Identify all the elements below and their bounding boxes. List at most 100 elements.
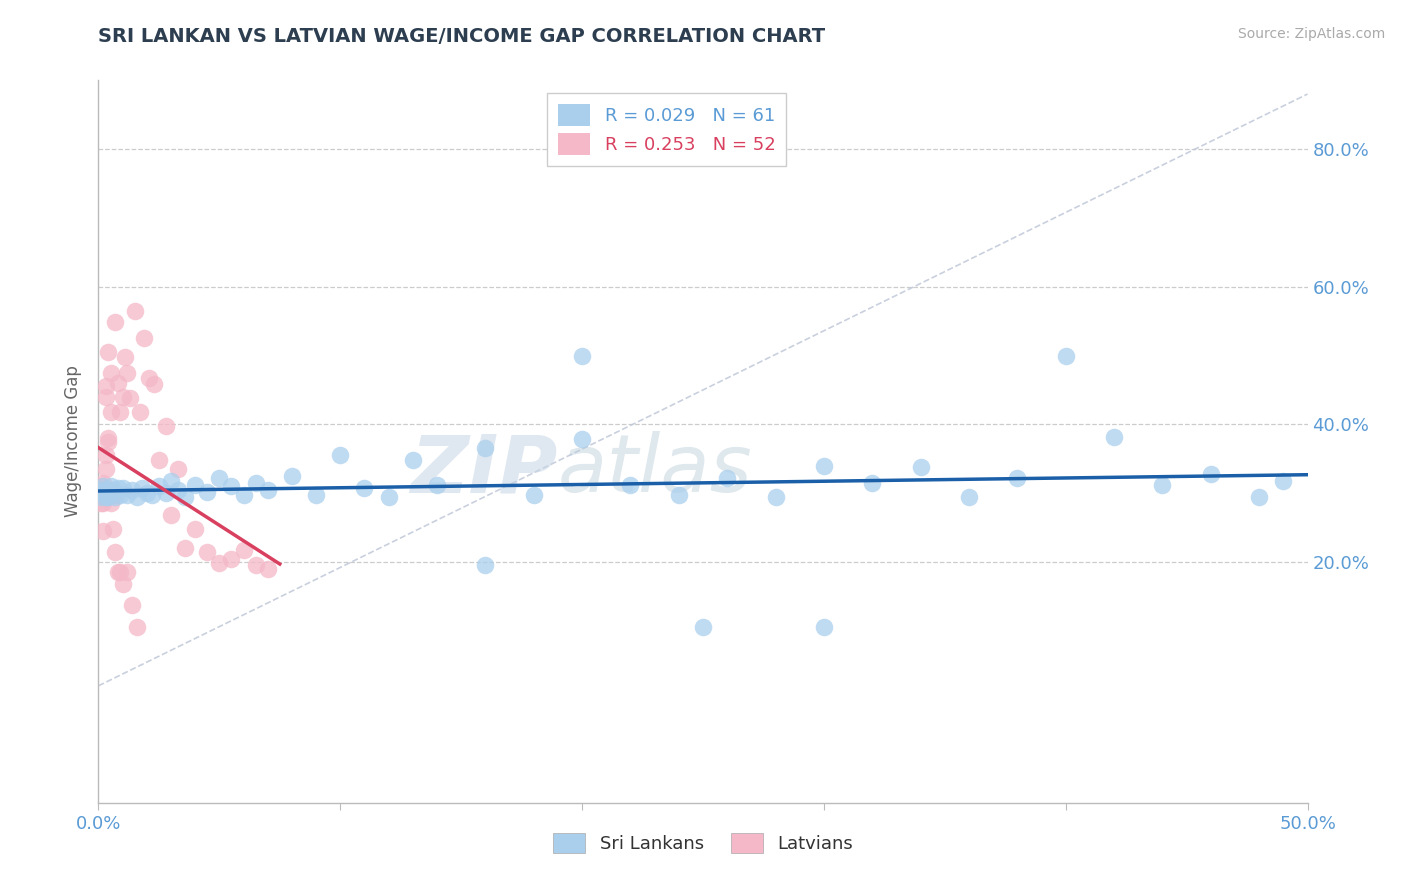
Point [127, 490, 149, 504]
Point [90, 496, 112, 510]
Point [101, 487, 124, 501]
Text: Source: ZipAtlas.com: Source: ZipAtlas.com [1237, 27, 1385, 41]
Point [128, 405, 150, 419]
Point [232, 542, 254, 557]
Point [245, 558, 267, 573]
Point [910, 460, 932, 475]
Point [124, 303, 146, 318]
Point [195, 544, 218, 558]
Point [101, 522, 124, 536]
Point [353, 481, 375, 495]
Point [619, 478, 641, 492]
Point [167, 462, 190, 476]
Point [111, 481, 134, 495]
Point [143, 377, 166, 392]
Point [377, 490, 399, 504]
Point [107, 481, 129, 495]
Point [474, 558, 496, 573]
Point [94, 390, 117, 404]
Point [668, 487, 690, 501]
Text: SRI LANKAN VS LATVIAN WAGE/INCOME GAP CORRELATION CHART: SRI LANKAN VS LATVIAN WAGE/INCOME GAP CO… [98, 27, 825, 45]
Point [107, 566, 129, 580]
Point [692, 620, 714, 634]
Point [195, 484, 218, 499]
Point [111, 577, 134, 591]
Point [90, 490, 112, 504]
Point [121, 598, 143, 612]
Point [117, 566, 139, 580]
Point [90, 479, 112, 493]
Point [94, 462, 117, 476]
Point [305, 487, 328, 501]
Legend: Sri Lankans, Latvians: Sri Lankans, Latvians [544, 823, 862, 863]
Point [138, 370, 160, 384]
Point [256, 562, 278, 576]
Point [90, 483, 112, 497]
Point [155, 486, 177, 500]
Point [91, 483, 114, 497]
Point [1272, 474, 1295, 488]
Point [114, 350, 136, 364]
Y-axis label: Wage/Income Gap: Wage/Income Gap [65, 366, 83, 517]
Point [111, 390, 134, 404]
Text: atlas: atlas [558, 432, 752, 509]
Point [160, 508, 183, 523]
Point [94, 379, 117, 393]
Point [256, 483, 278, 497]
Point [91, 490, 114, 504]
Point [97, 490, 120, 504]
Point [208, 557, 231, 571]
Point [174, 490, 197, 504]
Point [97, 345, 120, 359]
Point [127, 620, 149, 634]
Point [94, 490, 117, 504]
Point [108, 487, 131, 501]
Point [232, 487, 254, 501]
Point [104, 316, 127, 330]
Point [131, 481, 153, 495]
Point [97, 486, 120, 500]
Point [1007, 471, 1029, 485]
Point [1249, 490, 1271, 504]
Point [1102, 430, 1125, 444]
Text: ZIP: ZIP [411, 432, 558, 509]
Point [716, 471, 738, 485]
Point [184, 478, 207, 492]
Point [174, 541, 197, 556]
Point [91, 479, 114, 493]
Point [184, 522, 207, 536]
Point [208, 471, 231, 485]
Point [329, 448, 352, 462]
Point [426, 478, 449, 492]
Point [97, 434, 120, 449]
Point [117, 487, 139, 501]
Point [402, 453, 425, 467]
Point [957, 490, 980, 504]
Point [100, 366, 122, 380]
Point [118, 391, 141, 405]
Point [221, 551, 243, 566]
Point [121, 483, 143, 497]
Point [91, 486, 114, 500]
Point [104, 490, 127, 504]
Point [100, 496, 122, 510]
Point [860, 475, 883, 490]
Point [148, 453, 170, 467]
Point [108, 566, 131, 580]
Point [141, 487, 163, 501]
Point [474, 442, 496, 456]
Point [765, 490, 787, 504]
Point [160, 474, 183, 488]
Point [108, 405, 131, 419]
Point [90, 483, 112, 497]
Point [91, 496, 114, 510]
Point [101, 483, 124, 497]
Point [148, 479, 170, 493]
Point [104, 544, 127, 558]
Point [221, 479, 243, 493]
Point [1054, 349, 1077, 363]
Point [1199, 467, 1222, 481]
Point [91, 524, 114, 538]
Point [100, 405, 122, 419]
Point [571, 349, 593, 363]
